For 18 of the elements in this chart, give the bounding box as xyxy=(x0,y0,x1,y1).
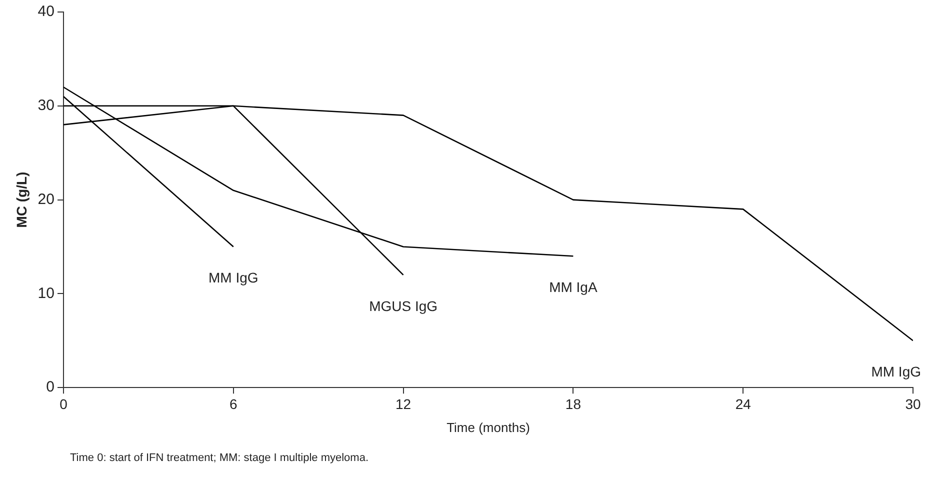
y-tick-label: 20 xyxy=(38,190,54,208)
x-tick-label: 18 xyxy=(565,396,582,412)
text: MM IgG xyxy=(208,270,258,286)
y-tick-label: 0 xyxy=(46,378,54,396)
series-label: MM IgG xyxy=(871,364,921,380)
x-tick-label: 0 xyxy=(60,396,68,412)
y-tick-label: 30 xyxy=(38,97,54,114)
y-tick-label: 10 xyxy=(38,284,54,302)
text: Time 0: start of IFN treatment; MM: stage I multiple myeloma. xyxy=(70,452,369,464)
x-tick-label: 12 xyxy=(396,396,412,412)
series-label: MM IgA xyxy=(549,279,598,295)
x-axis-title: Time (months) xyxy=(446,420,530,435)
x-tick-label: 30 xyxy=(905,396,921,412)
y-tick-label: 40 xyxy=(38,3,54,20)
y-axis-title: MC (g/L) xyxy=(13,172,30,228)
text: MGUS IgG xyxy=(369,298,438,314)
x-tick-label: 24 xyxy=(735,396,752,412)
x-tick-label: 6 xyxy=(229,396,238,412)
